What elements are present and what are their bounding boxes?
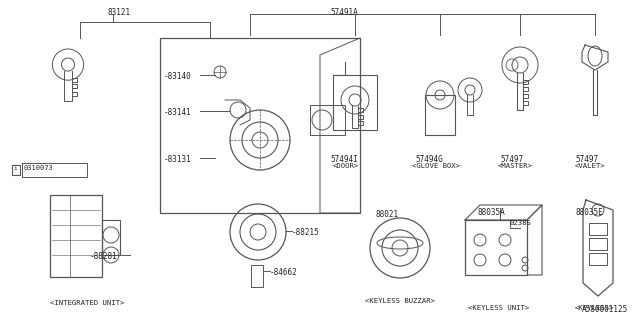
Bar xyxy=(160,38,360,213)
Text: 88035A: 88035A xyxy=(478,208,506,217)
Text: 88021: 88021 xyxy=(375,210,398,219)
Text: -83141: -83141 xyxy=(164,108,192,117)
Text: <VALET>: <VALET> xyxy=(575,163,605,169)
Bar xyxy=(589,223,607,235)
Text: 0238S: 0238S xyxy=(510,220,532,226)
Text: 57494I: 57494I xyxy=(330,155,358,164)
Text: <MASTER>: <MASTER> xyxy=(498,163,533,169)
Text: -84662: -84662 xyxy=(270,268,298,277)
Text: 57491A: 57491A xyxy=(330,8,358,17)
Bar xyxy=(589,238,607,250)
Bar xyxy=(50,195,102,277)
Bar xyxy=(333,75,377,130)
Bar xyxy=(251,265,263,287)
Bar xyxy=(425,95,455,135)
Text: <INTEGRATED UNIT>: <INTEGRATED UNIT> xyxy=(50,300,124,306)
Bar xyxy=(102,220,120,255)
Text: 88035E: 88035E xyxy=(575,208,603,217)
Text: 57497: 57497 xyxy=(575,155,598,164)
Text: i: i xyxy=(13,166,17,171)
Bar xyxy=(310,105,345,135)
Text: -88281: -88281 xyxy=(90,252,118,261)
Text: -88215: -88215 xyxy=(292,228,320,237)
Text: 83121: 83121 xyxy=(108,8,131,17)
Bar xyxy=(465,220,527,275)
Text: 0310073: 0310073 xyxy=(24,165,54,171)
Text: <KEYLESS BUZZAR>: <KEYLESS BUZZAR> xyxy=(365,298,435,304)
Text: <KEYLESS>: <KEYLESS> xyxy=(575,305,614,311)
Text: <GLOVE BOX>: <GLOVE BOX> xyxy=(412,163,460,169)
Bar xyxy=(589,253,607,265)
Text: <DOOR>: <DOOR> xyxy=(333,163,359,169)
Text: -83140: -83140 xyxy=(164,72,192,81)
Text: 57494G: 57494G xyxy=(415,155,443,164)
Text: 57497: 57497 xyxy=(500,155,523,164)
Text: -83131: -83131 xyxy=(164,155,192,164)
Text: <KEYLESS UNIT>: <KEYLESS UNIT> xyxy=(468,305,529,311)
Text: A580001125: A580001125 xyxy=(582,305,628,314)
Bar xyxy=(22,163,87,177)
Bar xyxy=(12,165,20,175)
